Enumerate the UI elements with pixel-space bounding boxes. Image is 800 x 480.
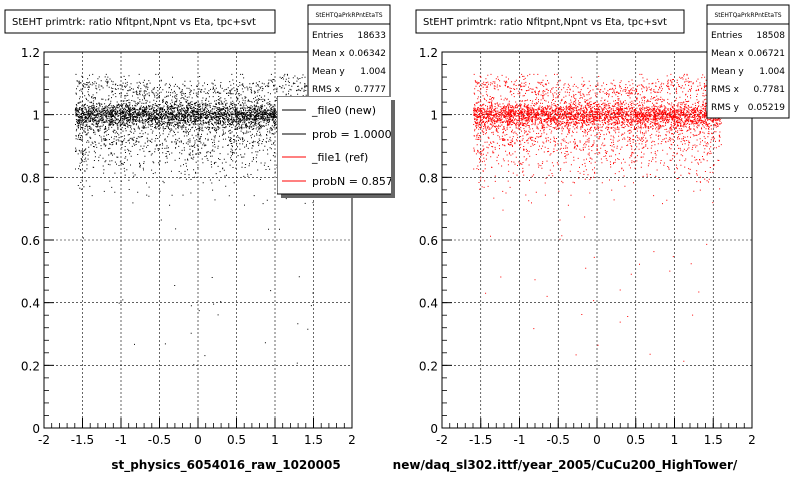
left-axis-ticks: -2 -1.5 -1 -0.5 0 0.5 1 1.5 2 0 0.2 0.4 0.6 0.8 1 1.2: [21, 46, 356, 447]
left-stats-name: StEHTQaPrkRPntEtaTS: [315, 12, 382, 19]
right-x-axis-title: new/daq_sl302.ittf/year_2005/CuCu200_Hig…: [393, 458, 738, 473]
legend-box: _file0 (new) prob = 1.000000 _file1 (ref…: [277, 96, 414, 198]
right-x-tick-label: -1.5: [469, 433, 492, 447]
right-stats-name: StEHTQaPrkRPntEtaTS: [714, 12, 781, 19]
left-x-tick-label: -2: [38, 433, 50, 447]
right-y-tick-label: 0.4: [419, 297, 438, 311]
right-stats-label-rms-y: RMS y: [711, 103, 740, 113]
right-y-tick-label: 0.6: [419, 234, 438, 248]
left-stats-label-mean-x: Mean x: [312, 49, 345, 59]
left-stats-value-mean-x: 0.06342: [349, 49, 386, 59]
left-grid: [44, 52, 352, 428]
left-x-tick-label: -0.5: [148, 433, 171, 447]
right-stats-value-mean-x: 0.06721: [748, 49, 785, 59]
legend-label-probn: probN = 0.857800: [312, 175, 414, 188]
right-stats-label-entries: Entries: [711, 31, 743, 41]
right-stats-box: StEHTQaPrkRPntEtaTS Entries 18508 Mean x…: [706, 4, 790, 119]
left-stats-label-entries: Entries: [312, 31, 344, 41]
left-stats-value-entries: 18633: [357, 31, 386, 41]
right-x-tick-label: 1.5: [704, 433, 723, 447]
left-x-tick-label: 1.5: [304, 433, 323, 447]
right-stats-value-rms-x: 0.7781: [754, 85, 786, 95]
right-axis-ticks: -2 -1.5 -1 -0.5 0 0.5 1 1.5 2 0 0.2 0.4 0.6 0.8 1 1.2: [419, 46, 756, 447]
left-x-tick-label: 2: [348, 433, 356, 447]
right-x-tick-label: -2: [436, 433, 448, 447]
left-title-box: [4, 9, 276, 34]
right-y-tick-label: 1: [430, 109, 438, 123]
left-y-tick-label: 1.2: [21, 46, 40, 60]
left-stats-box: StEHTQaPrkRPntEtaTS Entries 18633 Mean x…: [307, 4, 391, 101]
right-y-tick-label: 0.2: [419, 359, 438, 373]
left-y-tick-label: 0.2: [21, 359, 40, 373]
right-x-tick-label: -1: [514, 433, 526, 447]
right-title-box: [415, 9, 685, 34]
right-stats-label-mean-x: Mean x: [711, 49, 744, 59]
left-scatter-points: [74, 73, 323, 366]
right-stats-label-rms-x: RMS x: [711, 85, 740, 95]
left-x-axis-title: st_physics_6054016_raw_1020005: [111, 458, 340, 473]
legend-label-prob: prob = 1.000000: [312, 128, 406, 141]
right-x-tick-label: 1: [671, 433, 679, 447]
legend-label-new: _file0 (new): [311, 104, 376, 117]
left-x-tick-label: -1: [115, 433, 127, 447]
right-stats-value-rms-y: 0.05219: [748, 103, 785, 113]
left-stats-frame: [307, 4, 391, 101]
right-scatter-markers: [473, 73, 722, 362]
left-pad: StEHT primtrk: ratio Nfitpnt,Npnt vs Eta…: [4, 4, 414, 473]
left-y-tick-label: 0.8: [21, 171, 40, 185]
right-x-tick-label: 2: [748, 433, 756, 447]
left-stats-label-mean-y: Mean y: [312, 67, 345, 77]
left-x-tick-label: 1: [271, 433, 279, 447]
left-y-tick-label: 0: [32, 422, 40, 436]
right-x-tick-label: 0.5: [626, 433, 645, 447]
left-plot-title: StEHT primtrk: ratio Nfitpnt,Npnt vs Eta…: [12, 17, 256, 28]
left-y-tick-label: 1: [32, 109, 40, 123]
left-y-tick-label: 0.6: [21, 234, 40, 248]
left-x-tick-label: -1.5: [71, 433, 94, 447]
legend-frame: [277, 96, 391, 195]
left-stats-value-mean-y: 1.004: [360, 67, 386, 77]
left-x-tick-label: 0.5: [227, 433, 246, 447]
right-scatter-points: [473, 73, 722, 362]
left-stats-value-rms-x: 0.7777: [355, 85, 387, 95]
right-y-tick-label: 0.8: [419, 171, 438, 185]
right-grid: [442, 52, 752, 428]
legend-label-ref: _file1 (ref): [311, 151, 368, 164]
right-pad: StEHT primtrk: ratio Nfitpnt,Npnt vs Eta…: [393, 4, 790, 473]
right-x-tick-label: 0: [593, 433, 601, 447]
left-stats-label-rms-x: RMS x: [312, 85, 341, 95]
right-stats-value-entries: 18508: [756, 31, 785, 41]
right-plot-title: StEHT primtrk: ratio Nfitpnt,Npnt vs Eta…: [423, 17, 667, 28]
right-stats-value-mean-y: 1.004: [759, 67, 785, 77]
right-stats-label-mean-y: Mean y: [711, 67, 744, 77]
right-y-tick-label: 1.2: [419, 46, 438, 60]
right-y-tick-label: 0: [430, 422, 438, 436]
left-scatter-markers: [74, 73, 323, 366]
left-x-tick-label: 0: [194, 433, 202, 447]
right-x-tick-label: -0.5: [547, 433, 570, 447]
left-y-tick-label: 0.4: [21, 297, 40, 311]
right-stats-frame: [706, 4, 790, 119]
